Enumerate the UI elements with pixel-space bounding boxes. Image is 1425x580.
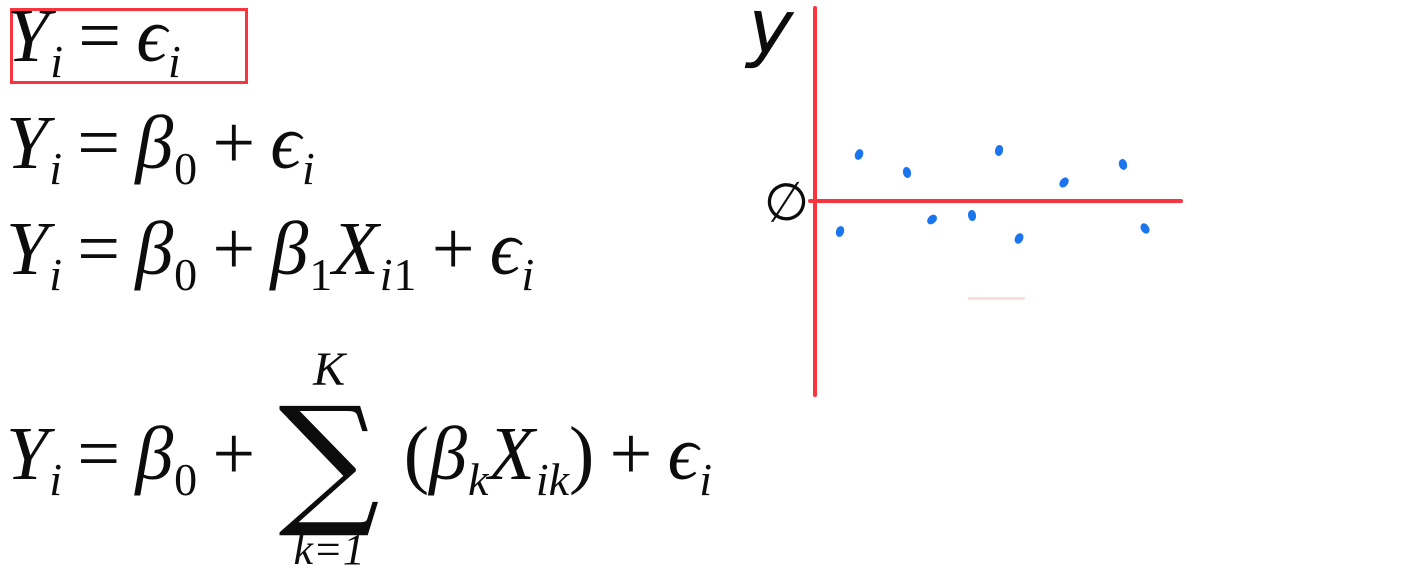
summation-operator: K ∑ k=1: [278, 343, 380, 575]
x-axis-line: [808, 199, 1183, 203]
origin-zero-label: ∅: [760, 170, 813, 236]
data-point: [834, 225, 846, 238]
equation-intercept-only: Yi = β0 + ϵi: [6, 101, 315, 194]
data-point: [967, 209, 977, 222]
data-point: [853, 147, 865, 162]
equation-simple-regression: Yi = β0 + β1Xi1 + ϵi: [6, 207, 535, 300]
y-axis-label: y: [746, 0, 795, 72]
data-point: [1057, 175, 1071, 190]
data-point: [901, 166, 913, 179]
equation-multiple-regression: Yi = β0 + K ∑ k=1 (βkXik) + ϵi: [6, 343, 712, 575]
data-point: [1013, 231, 1025, 246]
data-point: [994, 144, 1004, 157]
data-point: [1117, 157, 1129, 172]
equation-null-model: Yi = ϵi: [7, 0, 181, 87]
data-point: [925, 212, 939, 227]
data-point: [1138, 221, 1152, 236]
faint-stroke: [968, 297, 1025, 300]
highlight-box: Yi = ϵi: [7, 0, 248, 86]
